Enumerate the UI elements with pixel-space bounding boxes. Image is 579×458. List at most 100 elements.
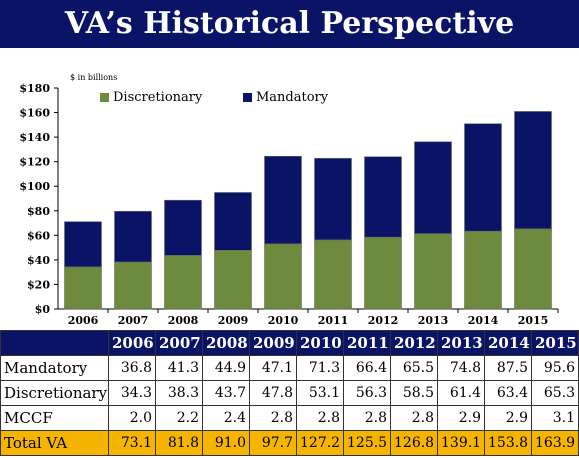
table-cell: 2.9	[437, 405, 485, 431]
total-label: Total VA	[0, 430, 109, 456]
table-cell: 65.5	[390, 355, 438, 381]
table-cell: 43.7	[202, 380, 250, 406]
bar-discretionary	[464, 230, 502, 310]
page-title: VA’s Historical Perspective	[0, 0, 579, 48]
bar-discretionary	[214, 250, 252, 310]
y-tick-label: $60	[27, 229, 50, 242]
table-cell: 2.8	[390, 405, 438, 431]
table-row: MCCF 2.0 2.2 2.4 2.8 2.8 2.8 2.8 2.9 2.9…	[0, 405, 579, 431]
x-tick-label: 2009	[218, 314, 249, 327]
total-cell: 126.8	[390, 430, 438, 456]
stacked-bar-chart: $ in billions $0 $20 $40 $60 $80 $100 $120 $140 $…	[0, 62, 579, 330]
total-cell: 163.9	[531, 430, 579, 456]
table-cell: 3.1	[531, 405, 579, 431]
total-row: Total VA 73.1 81.8 91.0 97.7 127.2 125.5…	[0, 430, 579, 456]
table-cell: 41.3	[155, 355, 203, 381]
table-row: Discretionary 34.3 38.3 43.7 47.8 53.1 5…	[0, 380, 579, 406]
table-cell: 47.8	[249, 380, 297, 406]
table-cell: 38.3	[155, 380, 203, 406]
row-label: Discretionary	[0, 380, 109, 406]
bar-discretionary	[314, 239, 352, 310]
bar-mandatory	[314, 158, 352, 241]
y-tick-label: $40	[27, 254, 50, 267]
bar-mandatory	[114, 210, 152, 263]
units-note: $ in billions	[70, 73, 117, 82]
x-tick-label: 2008	[168, 314, 199, 327]
table-header-cell: 2014	[484, 330, 532, 356]
total-cell: 97.7	[249, 430, 297, 456]
bar-mandatory	[264, 155, 302, 245]
x-tick-label: 2014	[468, 314, 499, 327]
bar-mandatory	[514, 111, 552, 230]
table-cell: 36.8	[108, 355, 156, 381]
bar-discretionary	[514, 228, 552, 310]
data-table: 2006 2007 2008 2009 2010 2011 2012 2013 …	[0, 330, 579, 456]
table-cell: 47.1	[249, 355, 297, 381]
total-cell: 125.5	[343, 430, 391, 456]
x-tick-label: 2010	[268, 314, 299, 327]
x-tick-label: 2006	[68, 314, 99, 327]
table-header-cell: 2008	[202, 330, 250, 356]
y-tick-label: $100	[19, 180, 50, 193]
table-cell: 2.8	[343, 405, 391, 431]
table-header-cell	[0, 330, 109, 356]
y-tick-label: $180	[19, 82, 50, 95]
bar-mandatory	[364, 156, 402, 238]
bar-discretionary	[364, 236, 402, 310]
total-cell: 127.2	[296, 430, 344, 456]
bar-mandatory	[214, 192, 252, 251]
table-header-cell: 2013	[437, 330, 485, 356]
legend-label-discretionary: Discretionary	[113, 90, 203, 105]
table-cell: 66.4	[343, 355, 391, 381]
bar-discretionary	[64, 266, 102, 310]
table-cell: 44.9	[202, 355, 250, 381]
row-label: Mandatory	[0, 355, 109, 381]
bar-mandatory	[64, 221, 102, 268]
total-cell: 91.0	[202, 430, 250, 456]
table-cell: 2.2	[155, 405, 203, 431]
bar-mandatory	[164, 199, 202, 256]
table-header-cell: 2011	[343, 330, 391, 356]
table-cell: 2.0	[108, 405, 156, 431]
total-cell: 73.1	[108, 430, 156, 456]
total-cell: 139.1	[437, 430, 485, 456]
total-cell: 153.8	[484, 430, 532, 456]
table-cell: 95.6	[531, 355, 579, 381]
row-label: MCCF	[0, 405, 109, 431]
x-tick-label: 2013	[418, 314, 449, 327]
y-tick-label: $20	[27, 278, 50, 291]
table-cell: 63.4	[484, 380, 532, 406]
bar-discretionary	[164, 255, 202, 310]
legend-swatch-discretionary	[100, 93, 109, 102]
y-tick-label: $80	[27, 205, 50, 218]
bar-mandatory	[414, 141, 452, 234]
table-cell: 2.8	[249, 405, 297, 431]
table-header-cell: 2009	[249, 330, 297, 356]
table-cell: 2.8	[296, 405, 344, 431]
y-tick-label: $120	[19, 156, 50, 169]
bar-discretionary	[264, 243, 302, 310]
table-cell: 34.3	[108, 380, 156, 406]
table-cell: 2.4	[202, 405, 250, 431]
legend-swatch-mandatory	[243, 93, 252, 102]
table-cell: 58.5	[390, 380, 438, 406]
table-header-cell: 2012	[390, 330, 438, 356]
x-tick-label: 2007	[118, 314, 149, 327]
table-header-cell: 2015	[531, 330, 579, 356]
table-cell: 61.4	[437, 380, 485, 406]
x-tick-label: 2012	[368, 314, 399, 327]
legend-label-mandatory: Mandatory	[256, 90, 329, 105]
x-tick-label: 2011	[318, 314, 349, 327]
table-header-cell: 2010	[296, 330, 344, 356]
table-cell: 2.9	[484, 405, 532, 431]
table-header-cell: 2007	[155, 330, 203, 356]
table-cell: 71.3	[296, 355, 344, 381]
bar-discretionary	[414, 233, 452, 310]
bar-mandatory	[464, 123, 502, 232]
y-tick-label: $160	[19, 107, 50, 120]
bar-discretionary	[114, 261, 152, 310]
table-row: Mandatory 36.8 41.3 44.9 47.1 71.3 66.4 …	[0, 355, 579, 381]
total-cell: 81.8	[155, 430, 203, 456]
table-cell: 56.3	[343, 380, 391, 406]
table-cell: 53.1	[296, 380, 344, 406]
